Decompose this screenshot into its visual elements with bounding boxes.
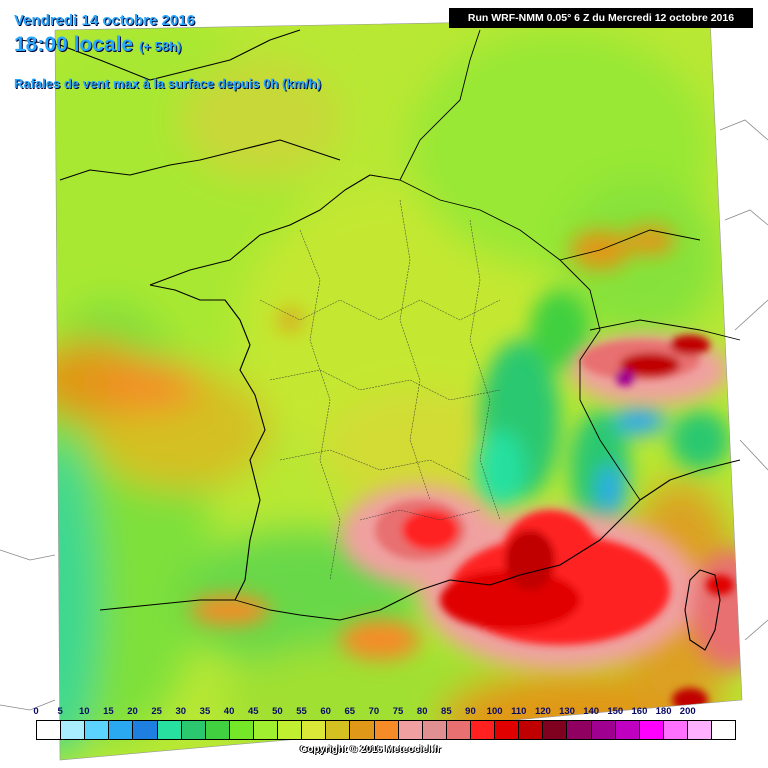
region-borders (259, 199, 501, 581)
legend-label: 110 (511, 706, 527, 717)
forecast-parameter: Rafales de vent max à la surface depuis … (14, 76, 322, 91)
legend-swatch (302, 721, 327, 739)
legend-label: 100 (486, 706, 503, 717)
legend-label: 35 (199, 706, 211, 717)
legend-label: 150 (607, 706, 624, 717)
legend-swatch (109, 721, 134, 739)
legend-label: 25 (151, 706, 162, 717)
legend-label: 10 (78, 706, 90, 717)
legend-swatch (61, 721, 86, 739)
legend-swatch (157, 721, 182, 739)
legend-label: 90 (465, 706, 476, 717)
legend-swatch (133, 721, 158, 739)
gust-field (55, 18, 742, 760)
forecast-date: Vendredi 14 octobre 2016 (14, 12, 195, 29)
legend-swatch (37, 721, 62, 739)
legend-swatch (712, 721, 736, 739)
legend-swatch (205, 721, 230, 739)
legend-swatch (278, 721, 303, 739)
country-borders (234, 29, 741, 621)
legend-swatch (495, 721, 520, 739)
forecast-time: 18:00 locale (+ 58h) (14, 33, 181, 57)
legend-label: 0 (33, 706, 39, 717)
legend-label: 40 (223, 706, 235, 717)
legend-label: 30 (175, 706, 187, 717)
legend-label: 45 (247, 706, 259, 717)
legend-swatch (687, 721, 713, 739)
legend-label: 20 (127, 706, 138, 717)
legend-swatch (253, 721, 279, 739)
legend-label: 65 (344, 706, 356, 717)
legend-swatch (229, 721, 254, 739)
legend-label: 120 (534, 706, 551, 717)
legend-label: 85 (441, 706, 452, 717)
legend-label: 60 (320, 706, 331, 717)
legend-label: 5 (57, 706, 63, 717)
legend-label: 160 (631, 706, 648, 717)
legend-swatch (591, 721, 616, 739)
legend-label: 180 (655, 706, 672, 717)
legend-colorbar (36, 720, 736, 740)
legend-swatch (470, 721, 496, 739)
outer-borders (0, 119, 768, 711)
legend-swatch (374, 721, 399, 739)
legend-label: 80 (416, 706, 428, 717)
legend-label: 75 (392, 706, 404, 717)
copyright: Copyright © 2016 Meteociel.fr (300, 744, 441, 755)
legend-label: 50 (272, 706, 283, 717)
forecast-time-value: 18:00 locale (14, 33, 134, 56)
legend-label: 15 (103, 706, 114, 717)
legend-swatch (398, 721, 423, 739)
legend-swatch (663, 721, 688, 739)
legend-label: 70 (368, 706, 380, 717)
legend-swatch (85, 721, 110, 739)
legend-swatch (350, 721, 375, 739)
legend-swatch (326, 721, 351, 739)
model-run-info: Run WRF-NMM 0.05° 6 Z du Mercredi 12 oct… (449, 8, 753, 28)
legend-label: 55 (296, 706, 307, 717)
forecast-lead: (+ 58h) (139, 39, 182, 54)
legend-label: 200 (679, 706, 696, 717)
legend-swatch (446, 721, 471, 739)
legend-swatch (422, 721, 447, 739)
legend-swatch (639, 721, 664, 739)
legend-label: 130 (559, 706, 575, 717)
legend-swatch (181, 721, 206, 739)
legend-swatch (519, 721, 544, 739)
coastlines (19, 29, 741, 651)
legend-labels: 0 5 10 15 20 25 30 35 40 45 50 55 60 65 70 75 80 85 90 100 1… (33, 706, 736, 718)
legend-swatch (543, 721, 568, 739)
legend-swatch (615, 721, 640, 739)
legend-label: 140 (583, 706, 600, 717)
legend-swatch (567, 721, 592, 739)
